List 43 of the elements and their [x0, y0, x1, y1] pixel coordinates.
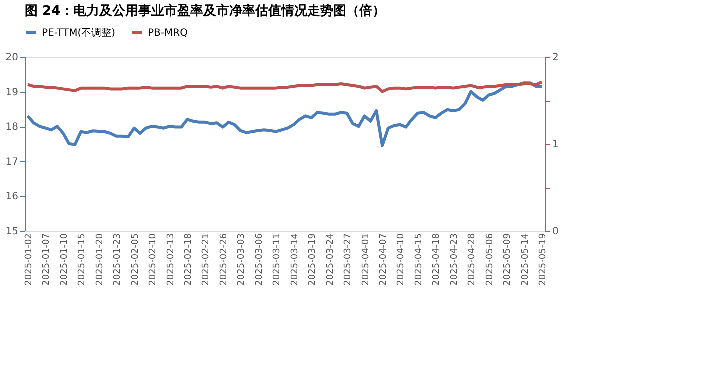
- x-tick-label: 2025-05-09: [503, 233, 514, 286]
- x-tick-label: 2025-02-13: [166, 234, 176, 286]
- y-tick-label: 15: [6, 226, 18, 238]
- y-tick-label: 20: [6, 52, 18, 64]
- y-tick-label: 17: [6, 156, 18, 168]
- x-tick-label: 2025-03-06: [254, 233, 265, 286]
- x-tick-label: 2025-02-21: [202, 234, 212, 286]
- x-tick-label: 2025-05-06: [485, 233, 496, 286]
- y2-tick-label: 0: [552, 226, 559, 238]
- x-tick-label: 2025-01-02: [24, 234, 34, 286]
- x-tick-label: 2025-01-10: [60, 233, 70, 286]
- x-tick-label: 2025-03-27: [344, 234, 354, 286]
- x-tick-label: 2025-05-14: [520, 233, 531, 286]
- x-tick-label: 2025-05-19: [538, 233, 549, 286]
- x-tick-label: 2025-02-18: [184, 233, 194, 286]
- x-tick-label: 2025-02-05: [130, 234, 141, 286]
- line-series: [26, 80, 544, 94]
- x-tick-label: 2025-01-23: [113, 234, 124, 286]
- x-tick-label: 2025-03-14: [290, 233, 300, 286]
- y2-tick-label: 1: [552, 140, 559, 150]
- x-tick-label: 2025-02-26: [219, 233, 230, 286]
- y-tick-label: 18: [6, 122, 18, 134]
- x-tick-label: 2025-04-18: [432, 233, 442, 286]
- x-tick-label: 2025-01-20: [95, 233, 106, 286]
- x-tick-label: 2025-04-10: [396, 233, 407, 286]
- x-tick-label: 2025-03-03: [237, 234, 248, 286]
- legend-label: PE-TTM(不调整): [42, 26, 116, 39]
- x-tick-label: 2025-04-07: [379, 234, 389, 286]
- x-tick-label: 2025-04-15: [414, 234, 424, 286]
- x-tick-label: 2025-01-15: [78, 234, 88, 286]
- x-tick-label: 2025-03-11: [272, 234, 283, 286]
- y2-tick-label: 2: [552, 52, 559, 64]
- legend-label: PB-MRQ: [148, 28, 188, 39]
- x-tick-label: 2025-03-24: [326, 233, 336, 286]
- x-tick-label: 2025-03-19: [308, 233, 318, 286]
- x-tick-label: 2025-04-23: [450, 234, 460, 286]
- x-tick-label: 2025-04-01: [361, 234, 372, 286]
- y-tick-label: 16: [6, 192, 18, 203]
- chart-title: 图 24：电力及公用事业市盈率及市净率估值情况走势图（倍）: [25, 3, 386, 19]
- y-tick-label: 19: [6, 87, 18, 98]
- x-tick-label: 2025-01-07: [42, 234, 52, 286]
- x-tick-label: 2025-02-10: [148, 233, 159, 286]
- x-tick-label: 2025-04-28: [468, 233, 478, 286]
